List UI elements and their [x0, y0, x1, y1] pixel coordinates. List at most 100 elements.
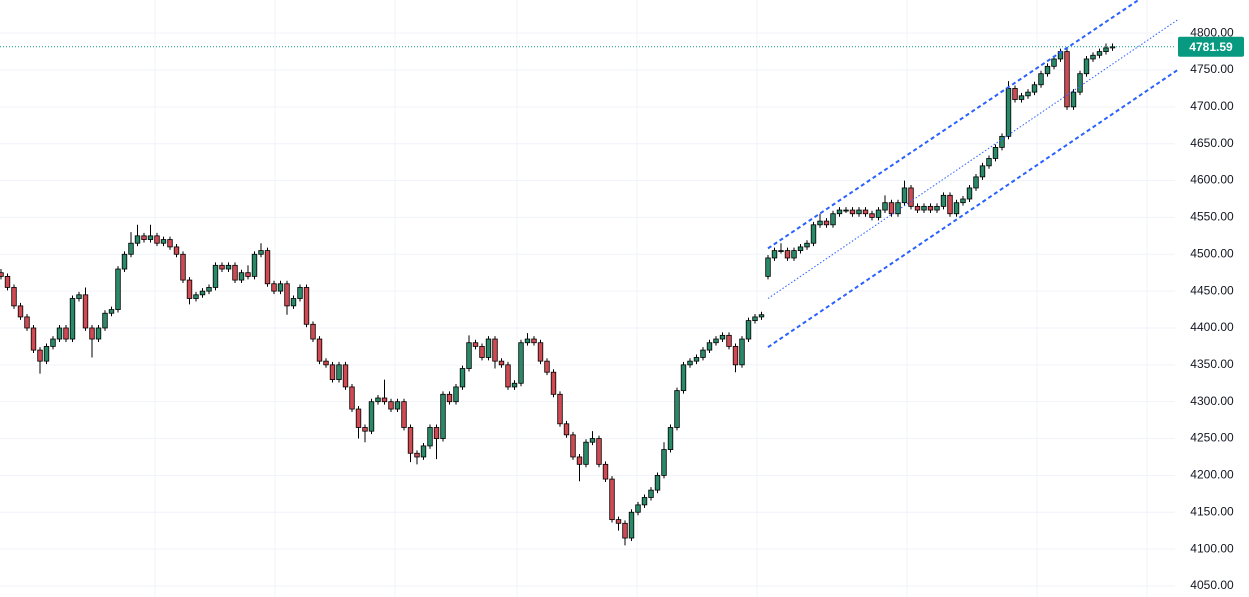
- candle-body: [147, 235, 154, 240]
- candle-body: [628, 511, 635, 539]
- candle-body: [986, 158, 992, 167]
- candle-body: [836, 209, 843, 215]
- candle-body: [947, 194, 953, 215]
- y-tick-label: 4700.00: [1190, 99, 1234, 113]
- candle-body: [934, 205, 940, 211]
- candle-body: [394, 401, 401, 410]
- candle-body: [290, 298, 297, 307]
- candle-body: [693, 357, 700, 362]
- candle-body: [1083, 58, 1090, 75]
- candle-body: [641, 497, 648, 506]
- candle-body: [37, 349, 43, 362]
- candle-body: [576, 456, 583, 465]
- candle-body: [453, 386, 459, 403]
- candle-body: [108, 309, 115, 314]
- candle-body: [862, 209, 869, 215]
- candle-body: [615, 519, 622, 524]
- candle-body: [303, 287, 310, 325]
- candle-body: [4, 275, 11, 288]
- candle-body: [602, 463, 609, 480]
- candle-body: [999, 135, 1005, 148]
- candle-body: [609, 478, 615, 521]
- candle-body: [277, 283, 284, 292]
- candle-body: [206, 287, 212, 292]
- y-tick-label: 4550.00: [1190, 210, 1234, 224]
- candle-body: [167, 239, 173, 248]
- candle-body: [1070, 91, 1077, 108]
- candle-body: [0, 272, 4, 277]
- y-tick-label: 4100.00: [1190, 541, 1234, 555]
- candle-body: [115, 268, 121, 310]
- candle-body: [219, 264, 225, 270]
- candle-body: [1031, 84, 1038, 93]
- candle-body: [69, 298, 76, 340]
- candle-body: [531, 338, 537, 344]
- candle-body: [180, 253, 186, 281]
- candle-body: [342, 364, 349, 388]
- candle-body: [199, 290, 206, 296]
- candle-body: [940, 194, 947, 207]
- candle-body: [56, 327, 63, 340]
- candle-body: [960, 198, 966, 204]
- candle-body: [680, 364, 687, 392]
- candle-body: [1109, 46, 1116, 49]
- candle-body: [232, 264, 238, 281]
- candle-body: [901, 187, 908, 204]
- candle-body: [570, 434, 576, 458]
- candle-body: [973, 176, 979, 189]
- candle-body: [11, 287, 17, 307]
- candle-body: [1103, 47, 1109, 52]
- candle-body: [43, 346, 50, 362]
- y-tick-label: 4650.00: [1190, 136, 1234, 150]
- candle-body: [661, 449, 667, 476]
- y-tick-label: 4050.00: [1190, 578, 1234, 592]
- candle-body: [1018, 95, 1025, 100]
- candle-body: [687, 360, 693, 366]
- candle-body: [921, 205, 927, 211]
- candle-body: [1038, 73, 1044, 86]
- candle-body: [869, 213, 875, 218]
- candle-body: [622, 522, 628, 539]
- candle-body: [817, 220, 823, 226]
- candle-body: [953, 202, 960, 215]
- candle-body: [349, 386, 355, 410]
- candle-body: [95, 327, 102, 340]
- candle-body: [843, 209, 849, 212]
- candle-body: [225, 264, 232, 270]
- candle-body: [492, 338, 498, 362]
- candle-body: [804, 242, 810, 248]
- candle-body: [823, 220, 830, 226]
- candle-body: [524, 338, 531, 344]
- candle-body: [726, 334, 732, 347]
- candle-body: [238, 272, 245, 281]
- candle-body: [667, 427, 674, 450]
- candle-body: [82, 294, 89, 329]
- candle-body: [713, 338, 719, 344]
- candle-body: [310, 323, 316, 340]
- y-tick-label: 4600.00: [1190, 173, 1234, 187]
- y-tick-label: 4300.00: [1190, 394, 1234, 408]
- candle-body: [141, 235, 147, 240]
- candle-body: [24, 316, 30, 329]
- candle-body: [50, 338, 56, 347]
- channel-line: [767, 69, 1179, 348]
- candle-body: [739, 338, 745, 366]
- candle-body: [336, 364, 342, 380]
- candle-body: [154, 235, 160, 244]
- candle-body: [264, 250, 271, 285]
- channel-line: [767, 0, 1140, 250]
- candle-body: [323, 360, 329, 366]
- candle-body: [1012, 88, 1018, 100]
- candle-body: [908, 187, 914, 207]
- candle-body: [752, 316, 758, 322]
- candle-body: [375, 397, 381, 403]
- candle-body: [362, 427, 368, 432]
- candle-body: [63, 327, 69, 340]
- candle-body: [173, 246, 180, 255]
- candle-body: [258, 250, 264, 255]
- candle-body: [427, 427, 433, 447]
- y-tick-label: 4800.00: [1190, 25, 1234, 39]
- candle-body: [914, 205, 921, 211]
- y-tick-label: 4750.00: [1190, 62, 1234, 76]
